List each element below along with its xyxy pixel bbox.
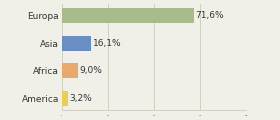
Text: 9,0%: 9,0%: [80, 66, 102, 75]
Bar: [62, 90, 67, 106]
Text: 71,6%: 71,6%: [195, 12, 224, 21]
Bar: [62, 8, 194, 24]
Bar: [62, 36, 91, 51]
Text: 3,2%: 3,2%: [69, 93, 92, 102]
Bar: [62, 63, 78, 78]
Text: 16,1%: 16,1%: [93, 39, 122, 48]
